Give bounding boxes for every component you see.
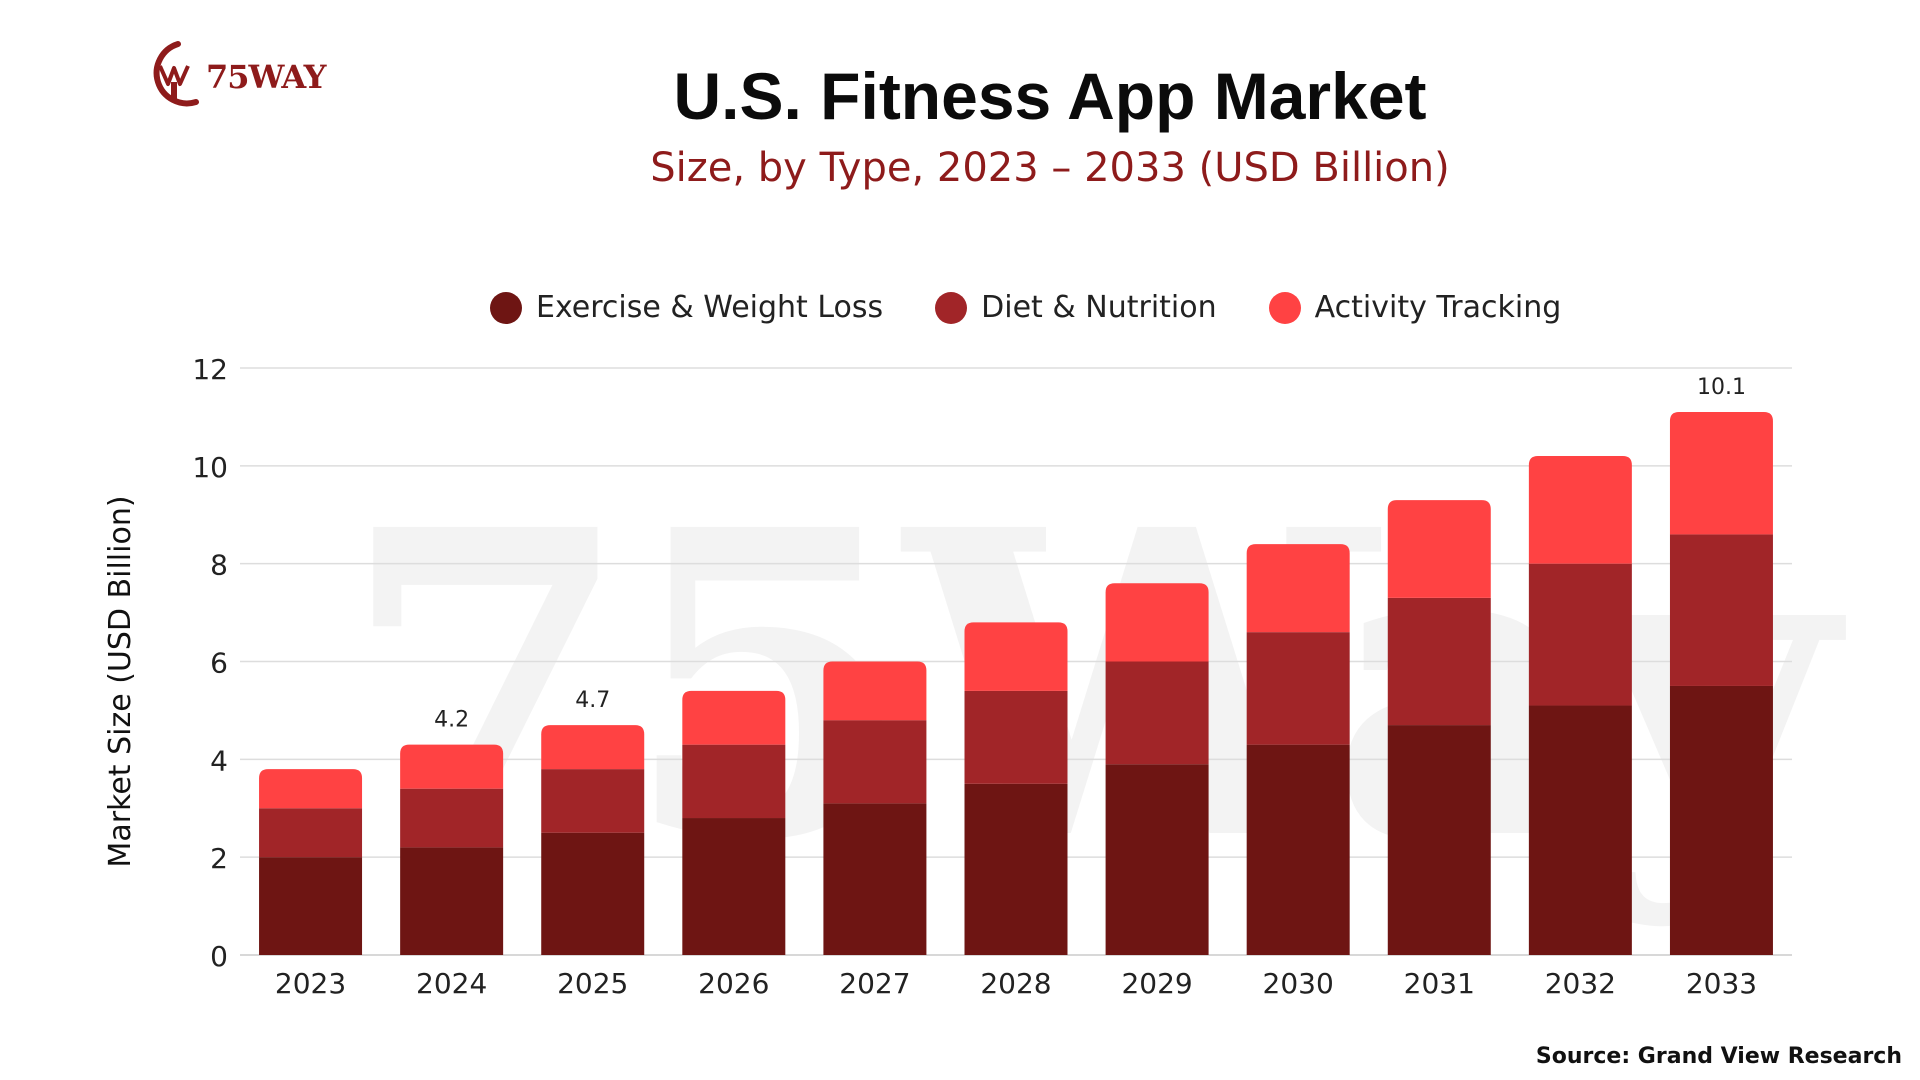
bar-segment-diet	[1246, 632, 1350, 745]
logo-emblem-icon	[153, 41, 199, 107]
bar-segment-activity	[823, 661, 927, 721]
data-label: 4.2	[434, 708, 469, 733]
bar-segment-exercise	[823, 803, 927, 955]
y-tick-label: 8	[210, 549, 228, 582]
bar-segment-activity	[1387, 500, 1491, 598]
legend-swatch-exercise	[490, 291, 522, 324]
chart-legend: Exercise & Weight Loss Diet & Nutrition …	[490, 290, 1613, 325]
source-note: Source: Grand View Research	[1535, 1044, 1902, 1069]
bar-segment-exercise	[1528, 705, 1632, 955]
bar-segment-diet	[1669, 534, 1773, 686]
legend-item-activity: Activity Tracking	[1268, 290, 1562, 325]
x-tick-label: 2023	[275, 967, 346, 1000]
data-label: 10.1	[1697, 375, 1746, 400]
legend-swatch-activity	[1268, 291, 1301, 324]
bar-segment-exercise	[1105, 764, 1209, 955]
chart-subtitle: Size, by Type, 2023 – 2033 (USD Billion)	[650, 145, 1450, 191]
bar-segment-diet	[1387, 597, 1491, 726]
x-tick-label: 2033	[1686, 967, 1757, 1000]
y-tick-label: 6	[210, 647, 228, 680]
legend-label-exercise: Exercise & Weight Loss	[536, 290, 884, 325]
x-tick-label: 2028	[980, 967, 1051, 1000]
y-tick-label: 2	[210, 842, 228, 875]
data-label: 4.7	[575, 688, 610, 713]
bar-segment-diet	[823, 720, 927, 804]
y-tick-label: 4	[210, 744, 228, 777]
bar-segment-exercise	[400, 847, 504, 955]
x-tick-label: 2027	[839, 967, 910, 1000]
bar-segment-diet	[541, 769, 645, 833]
bar-segment-diet	[964, 690, 1068, 784]
bar-segment-activity	[964, 622, 1068, 691]
legend-label-diet: Diet & Nutrition	[981, 290, 1217, 325]
bar-segment-exercise	[682, 818, 786, 955]
y-axis-title: Market Size (USD Billion)	[103, 495, 138, 867]
bar-segment-activity	[400, 744, 504, 789]
bar-segment-activity	[1105, 583, 1209, 662]
bar-segment-exercise	[1669, 685, 1773, 955]
x-tick-label: 2024	[416, 967, 487, 1000]
legend-item-exercise: Exercise & Weight Loss	[490, 290, 883, 325]
y-tick-label: 10	[192, 451, 228, 484]
bar-segment-diet	[1528, 563, 1632, 706]
legend-label-activity: Activity Tracking	[1314, 290, 1562, 325]
bar-segment-diet	[259, 808, 363, 858]
x-tick-label: 2030	[1263, 967, 1334, 1000]
legend-swatch-diet	[935, 291, 968, 324]
bar-segment-exercise	[964, 783, 1068, 955]
bar-segment-activity	[1528, 456, 1632, 564]
bar-segment-diet	[682, 744, 786, 819]
legend-item-diet: Diet & Nutrition	[935, 290, 1217, 325]
bar-segment-exercise	[541, 832, 645, 955]
bar-segment-exercise	[1387, 725, 1491, 955]
bar-segment-activity	[1669, 412, 1773, 535]
bar-segment-exercise	[1246, 744, 1350, 955]
brand-logo: 75WAY	[138, 36, 378, 116]
x-tick-label: 2026	[698, 967, 769, 1000]
x-tick-label: 2032	[1545, 967, 1616, 1000]
bar-segment-activity	[682, 690, 786, 745]
stacked-bar-chart: 0 2 4 6 8 10 12 2023 2024 2025 2026 2027 2028 2029 203…	[103, 353, 1792, 1000]
x-tick-label: 2029	[1121, 967, 1192, 1000]
bar-segment-exercise	[259, 857, 363, 955]
bar-segment-diet	[1105, 661, 1209, 765]
x-tick-label: 2031	[1404, 967, 1475, 1000]
bar-segment-diet	[400, 788, 504, 848]
bar-segment-activity	[259, 769, 363, 809]
bar-segment-activity	[541, 725, 645, 770]
bar-segment-activity	[1246, 544, 1350, 633]
y-tick-label: 12	[192, 353, 228, 386]
x-tick-label: 2025	[557, 967, 628, 1000]
chart-title: U.S. Fitness App Market	[673, 59, 1427, 133]
y-tick-label: 0	[210, 940, 228, 973]
logo-text: 75WAY	[206, 58, 326, 96]
